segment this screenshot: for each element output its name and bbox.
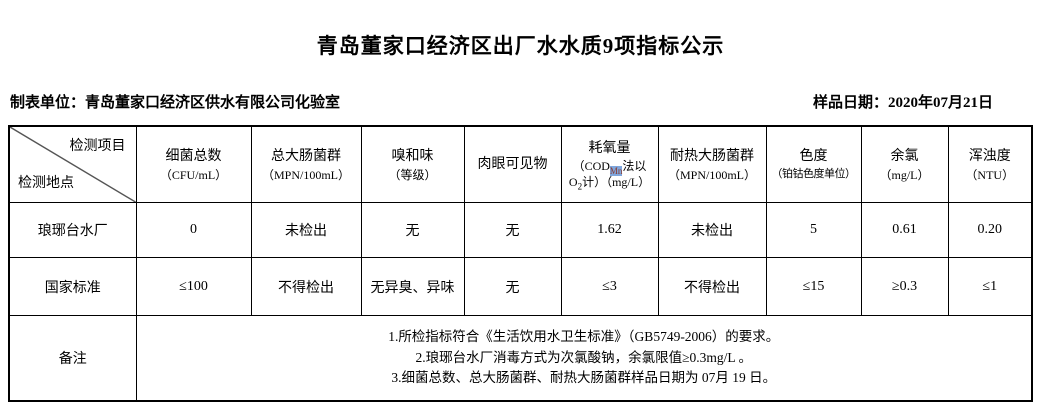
sample-date-label: 样品日期：2020年07月21日 — [812, 95, 993, 111]
table-cell: 0 — [135, 202, 252, 258]
header-cell-coliform: 总大肠菌群 （MPN/100mL） — [250, 125, 362, 203]
page-title: 青岛董家口经济区出厂水水质9项指标公示 — [316, 34, 725, 58]
header-cell-color: 色度 （铂钴色度单位） — [765, 125, 862, 203]
header-label: 色度 — [799, 149, 828, 165]
header-label: 浑浊度 — [968, 148, 1011, 164]
table-cell: 0.61 — [860, 202, 949, 258]
maker-unit-label: 制表单位：青岛董家口经济区供水有限公司化验室 — [10, 95, 341, 111]
table-cell: 无 — [463, 202, 562, 258]
remark-line: 3.细菌总数、总大肠菌群、耐热大肠菌群样品日期为 07月 19 日。 — [391, 370, 777, 386]
header-cell-visible-matter: 肉眼可见物 — [463, 125, 562, 203]
header-cell-odor: 嗅和味 （等级） — [360, 125, 465, 203]
diagonal-divider — [10, 127, 135, 202]
o2-subscript: 2 — [577, 181, 583, 192]
table-cell: ≥0.3 — [860, 257, 949, 316]
remarks-row: 备注 1.所检指标符合《生活饮用水卫生标准》（GB5749-2006）的要求。 … — [8, 315, 1033, 402]
header-label: 总大肠菌群 — [271, 148, 341, 164]
table-cell: ≤1 — [947, 257, 1033, 316]
header-label: 耐热大肠菌群 — [670, 148, 754, 164]
table-cell: 不得检出 — [657, 257, 767, 316]
table-cell: 未检出 — [657, 202, 767, 258]
table-cell: 不得检出 — [250, 257, 362, 316]
header-cell-thermotolerant-coliform: 耐热大肠菌群 （MPN/100mL） — [657, 125, 767, 203]
header-cell-turbidity: 浑浊度 （NTU） — [947, 125, 1033, 203]
header-unit: （MPN/100mL） — [667, 167, 756, 182]
remark-line: 1.所检指标符合《生活饮用水卫生标准》（GB5749-2006）的要求。 — [388, 328, 780, 344]
o2-prefix: O — [568, 175, 578, 189]
header-label: 余氯 — [890, 148, 919, 164]
header-unit: O2计）（mg/L） — [564, 175, 656, 191]
table-cell: 0.20 — [947, 202, 1033, 258]
row-label: 国家标准 — [8, 257, 137, 316]
header-unit: （等级） — [388, 167, 437, 182]
corner-cell: 检测项目 检测地点 — [8, 125, 137, 203]
table-cell: 无异臭、异味 — [360, 257, 465, 316]
cod-mn-subscript: Mn — [609, 165, 623, 176]
table-cell: 无 — [463, 257, 562, 316]
header-label: 细菌总数 — [165, 148, 222, 164]
table-cell: 未检出 — [250, 202, 362, 258]
header-label: 耗氧量 — [588, 141, 631, 157]
header-cell-bacteria: 细菌总数 （CFU/mL） — [135, 125, 252, 203]
remarks-label: 备注 — [8, 315, 137, 402]
corner-site-label: 检测地点 — [18, 176, 74, 191]
table-cell: ≤15 — [765, 257, 862, 316]
water-quality-table: 检测项目 检测地点 细菌总数 （CFU/mL） 总大肠菌群 （MPN/100mL… — [8, 125, 1033, 402]
o2-suffix: 计）（mg/L） — [582, 175, 651, 189]
header-unit: （CODMn法以 — [564, 159, 656, 176]
header-cell-residual-chlorine: 余氯 （mg/L） — [860, 125, 949, 203]
header-label: 嗅和味 — [391, 148, 434, 164]
corner-item-label: 检测项目 — [69, 139, 126, 154]
header-row: 检测项目 检测地点 细菌总数 （CFU/mL） 总大肠菌群 （MPN/100mL… — [8, 125, 1033, 203]
row-label: 琅琊台水厂 — [8, 202, 137, 258]
remarks-content: 1.所检指标符合《生活饮用水卫生标准》（GB5749-2006）的要求。 2.琅… — [135, 315, 1033, 402]
cod-prefix: （COD — [572, 159, 610, 174]
remark-line: 2.琅琊台水厂消毒方式为次氯酸钠，余氯限值≥0.3mg/L 。 — [415, 349, 753, 365]
table-cell: 无 — [360, 202, 465, 258]
header-unit: （MPN/100mL） — [261, 167, 350, 182]
data-row-national-standard: 国家标准 ≤100 不得检出 无异臭、异味 无 ≤3 不得检出 ≤15 ≥0.3… — [8, 257, 1033, 316]
table-cell: 1.62 — [560, 202, 659, 258]
header-unit: （mg/L） — [879, 167, 930, 182]
table-cell: ≤100 — [135, 257, 252, 316]
table-cell: ≤3 — [560, 257, 659, 316]
cod-suffix: 法以 — [622, 159, 647, 174]
header-cell-cod: 耗氧量 （CODMn法以 O2计）（mg/L） — [560, 125, 659, 203]
table-cell: 5 — [765, 202, 862, 258]
header-unit: （铂钴色度单位） — [771, 168, 857, 181]
data-row-langyatai: 琅琊台水厂 0 未检出 无 无 1.62 未检出 5 0.61 0.20 — [8, 202, 1033, 258]
header-label: 肉眼可见物 — [477, 157, 548, 172]
info-bar: 制表单位：青岛董家口经济区供水有限公司化验室 样品日期：2020年07月21日 — [10, 91, 993, 112]
header-unit: （CFU/mL） — [159, 167, 228, 182]
header-unit: （NTU） — [965, 167, 1015, 182]
